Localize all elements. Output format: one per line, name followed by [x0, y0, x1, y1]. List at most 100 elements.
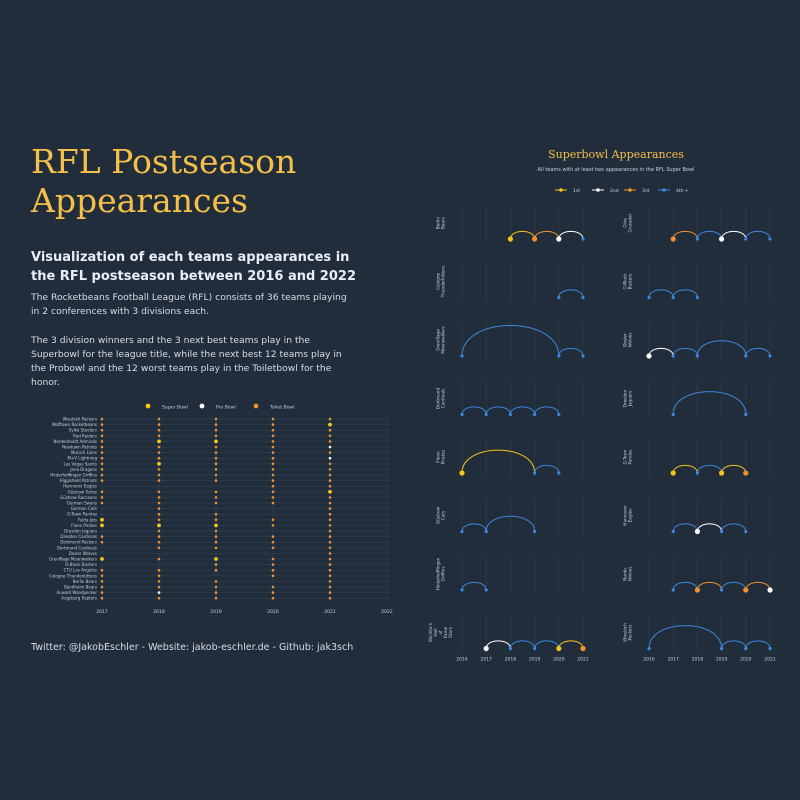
team-label-line: Güstrow	[436, 506, 441, 524]
team-panel: HinterhoffingenGriffins	[436, 556, 584, 594]
data-point	[214, 529, 218, 533]
legend-label: 1st	[573, 188, 580, 194]
appearance-point	[695, 354, 699, 358]
x-tick-label: 2017	[667, 657, 679, 663]
team-label: Jena Dragons	[69, 467, 97, 472]
data-point	[100, 501, 104, 505]
team-label: Dosler Wolves	[69, 551, 97, 556]
legend-label: Pro Bowl	[216, 405, 236, 411]
data-point	[214, 523, 218, 528]
team-label-line: Wolves	[628, 567, 633, 582]
page-title: RFL Postseason Appearances	[31, 142, 297, 220]
data-point	[157, 596, 161, 600]
team-panel: G-TownPandas	[623, 439, 771, 477]
appearance-arc	[721, 523, 747, 532]
data-point	[157, 574, 161, 578]
x-tick-label: 2017	[480, 657, 492, 663]
data-point	[214, 568, 218, 572]
team-panel: DresdenJaguars	[623, 380, 771, 419]
data-point	[328, 518, 332, 522]
team-label-line: Fleno	[436, 451, 441, 463]
legend-marker	[145, 403, 151, 409]
appearance-arc	[461, 406, 487, 415]
team-label-line: Hinterhoffingen	[436, 557, 441, 590]
data-point	[157, 529, 161, 533]
data-point	[328, 445, 332, 449]
team-label-line: Moonwalkers	[441, 326, 446, 353]
data-point	[328, 507, 332, 510]
data-point	[271, 563, 275, 566]
data-point	[214, 518, 218, 522]
team-label: GreviflageMoonwalkers	[436, 326, 446, 353]
x-tick-label: 2021	[764, 657, 776, 663]
team-label: DortmundCardinals	[436, 388, 446, 410]
data-point	[271, 434, 275, 438]
data-point	[157, 468, 161, 471]
team-label: Dresden Jaguars	[64, 529, 97, 534]
appearance-point	[695, 471, 699, 475]
appearance-arc	[485, 406, 511, 415]
team-label-line: Cardinals	[441, 389, 446, 409]
data-point	[100, 523, 104, 528]
legend-marker	[559, 188, 563, 192]
data-point	[214, 468, 218, 471]
team-label-line: Hannover	[623, 505, 628, 526]
footer-separator: - Website:	[138, 642, 193, 653]
data-point	[271, 445, 275, 449]
team-label: O-BlockBusters	[623, 273, 633, 290]
data-point	[328, 552, 332, 555]
team-label: HannoverEagles	[623, 505, 633, 526]
appearance-arc	[534, 464, 560, 474]
data-point	[214, 479, 218, 482]
data-point	[100, 440, 104, 443]
data-point	[214, 557, 218, 561]
team-panel: DoslerWolves	[623, 322, 772, 360]
team-label: OlveCrusader	[623, 213, 633, 232]
data-point	[214, 546, 218, 550]
data-point	[271, 479, 275, 482]
github-link[interactable]: jak3sch	[317, 642, 354, 653]
appearance-point	[460, 588, 464, 592]
appearance-point	[744, 237, 748, 241]
team-label-line: Packers	[628, 625, 633, 641]
data-point	[100, 580, 104, 583]
data-point	[328, 585, 332, 589]
data-point	[328, 479, 332, 482]
appearance-arc	[558, 289, 584, 298]
data-point	[214, 501, 218, 505]
data-point	[214, 580, 218, 583]
appearance-arc	[509, 640, 536, 649]
team-panel: WiesbichPackers 2016 2017 2018 2019 2020 2021	[623, 614, 776, 663]
team-panel: GüstrowCats	[436, 497, 584, 536]
x-tick-label: 2019	[529, 657, 541, 663]
data-point	[328, 422, 332, 427]
x-tick-label: 2017	[96, 609, 108, 615]
data-point	[100, 434, 104, 438]
team-label-line: Griffins	[441, 566, 446, 581]
appearance-arc	[696, 340, 747, 357]
data-point	[157, 496, 161, 499]
data-point	[157, 423, 161, 426]
appearance-point	[744, 646, 748, 651]
twitter-handle: Twitter: @JakobEschler	[31, 642, 139, 653]
appearance-point	[484, 412, 488, 417]
data-point	[328, 535, 332, 538]
team-label: Cologne Thunderkittens	[49, 573, 97, 578]
team-label: M+V Lightning	[67, 456, 97, 461]
appearance-arc	[558, 347, 584, 357]
team-label: German Swans	[67, 501, 97, 506]
team-label-line: Busters	[628, 274, 633, 290]
appearance-arc	[721, 581, 747, 591]
appearance-arc	[672, 347, 698, 357]
website-link[interactable]: jakob-eschler.de	[192, 642, 270, 653]
team-label-line: Wolves	[628, 333, 633, 348]
appearance-point	[556, 236, 562, 242]
team-label: Fulda Jets	[78, 517, 97, 522]
appearance-point	[507, 236, 513, 242]
data-point	[214, 512, 218, 516]
data-point	[100, 473, 104, 477]
appearance-point	[670, 470, 676, 476]
data-point	[157, 518, 161, 522]
team-label: Dortmund Packers	[60, 540, 97, 545]
data-point	[328, 434, 332, 438]
